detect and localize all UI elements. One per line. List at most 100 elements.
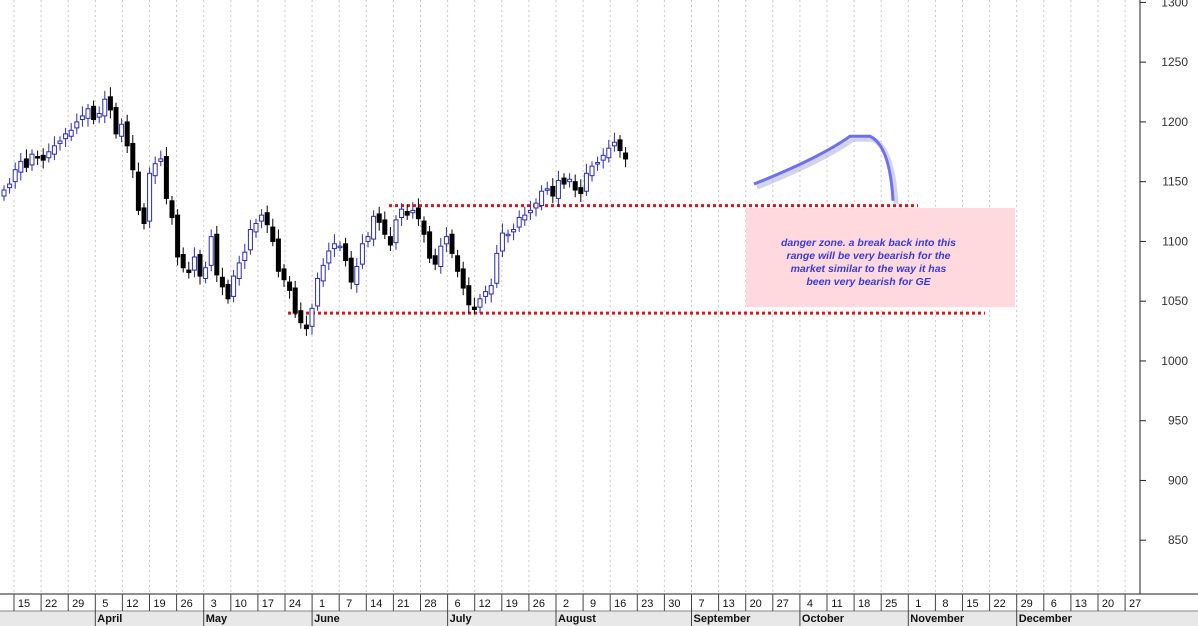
x-tick-label: 8 (942, 598, 948, 610)
candle-body (275, 238, 281, 272)
danger-zone-box (746, 207, 1015, 308)
candle-body (40, 154, 46, 161)
topping-arc (753, 134, 899, 204)
x-tick-label: 13 (1075, 598, 1087, 610)
candle-body (113, 107, 119, 135)
y-tick-label: 900 (1168, 473, 1188, 487)
month-label: December (1019, 613, 1073, 625)
x-tick-label: 27 (777, 598, 789, 610)
candle-body (404, 211, 410, 216)
candle-body (18, 160, 24, 173)
month-label: June (314, 613, 340, 625)
candle-body (175, 214, 181, 258)
candle-body (438, 245, 444, 268)
x-tick-label: 22 (993, 598, 1005, 610)
candle-body (203, 267, 209, 279)
arc-line (753, 134, 895, 201)
candle-body (471, 306, 477, 311)
x-tick-label: 24 (289, 598, 301, 610)
candle-body (214, 233, 220, 276)
x-tick-label: 13 (722, 598, 734, 610)
candle-body (7, 183, 13, 189)
x-tick-label: 7 (698, 598, 704, 610)
candle-body (46, 151, 52, 159)
candle-body (68, 129, 74, 137)
candle-body (494, 252, 500, 284)
candle-body (298, 310, 304, 324)
month-label: November (910, 613, 965, 625)
candle-body (505, 233, 511, 237)
y-tick-label: 1000 (1161, 354, 1188, 368)
x-tick-label: 27 (1129, 598, 1141, 610)
candle-body (281, 268, 287, 281)
candle-body (337, 245, 343, 249)
candle-body (432, 255, 438, 265)
candle-body (85, 108, 91, 119)
candle-body (488, 285, 494, 295)
x-tick-label: 4 (807, 598, 813, 610)
candle-body (91, 105, 97, 121)
candle-body (399, 208, 405, 219)
candle-body (270, 226, 276, 242)
candle-body (1, 189, 7, 197)
candle-body (611, 141, 617, 147)
candle-body (589, 165, 595, 177)
candle-body (427, 231, 433, 259)
x-tick-label: 22 (45, 598, 57, 610)
x-tick-label: 6 (455, 598, 461, 610)
x-tick-label: 16 (614, 598, 626, 610)
candle-body (477, 298, 483, 308)
candle-body (186, 269, 192, 273)
candle-body (544, 188, 550, 191)
candle-body (152, 163, 158, 177)
x-tick-label: 10 (235, 598, 247, 610)
candle-body (455, 255, 461, 272)
candle-body (555, 179, 561, 199)
candle-body (197, 254, 203, 277)
candle-body (130, 142, 136, 171)
x-axis: 15 22 29 5 12 19 26 3 10 17 24 1 7 14 21 28 6 12 19 26 2 9 16 2… (0, 593, 1198, 626)
candle-body (124, 121, 130, 147)
danger-zone-note: range will be very bearish for the (787, 250, 951, 262)
x-tick-label: 7 (346, 598, 352, 610)
x-tick-label: 12 (479, 598, 491, 610)
candle-body (57, 140, 63, 144)
candle-body (29, 153, 35, 166)
candle-body (35, 156, 41, 159)
x-tick-label: 28 (424, 598, 436, 610)
x-tick-label: 23 (641, 598, 653, 610)
danger-zone-note: been very bearish for GE (806, 276, 931, 288)
candle-body (102, 98, 108, 117)
candle-body (600, 154, 606, 161)
candle-body (287, 281, 293, 291)
candle-body (371, 215, 377, 240)
candle-body (466, 285, 472, 306)
candle-body (315, 277, 321, 307)
x-tick-label: 26 (180, 598, 192, 610)
candle-body (191, 256, 197, 271)
y-tick-label: 1200 (1161, 115, 1188, 129)
candle-body (348, 257, 354, 283)
candle-body (208, 236, 214, 266)
y-tick-label: 850 (1168, 533, 1188, 547)
x-tick-label: 18 (858, 598, 870, 610)
x-tick-label: 19 (153, 598, 165, 610)
candle-body (79, 115, 85, 121)
x-tick-label: 17 (262, 598, 274, 610)
candle-body (303, 324, 309, 330)
candle-body (511, 228, 517, 233)
candle-body (539, 190, 545, 207)
x-tick-label: 6 (1051, 598, 1057, 610)
month-label: September (694, 613, 752, 625)
x-tick-label: 20 (1102, 598, 1114, 610)
month-strip (0, 611, 1198, 626)
candle-body (567, 178, 573, 183)
candle-body (449, 233, 455, 254)
candle-body (242, 251, 248, 262)
candle-body (499, 232, 505, 252)
x-tick-label: 25 (885, 598, 897, 610)
x-tick-label: 9 (590, 598, 596, 610)
candle-body (119, 123, 125, 137)
candle-body (623, 152, 629, 160)
danger-zone-note: market similar to the way it has (791, 263, 947, 275)
